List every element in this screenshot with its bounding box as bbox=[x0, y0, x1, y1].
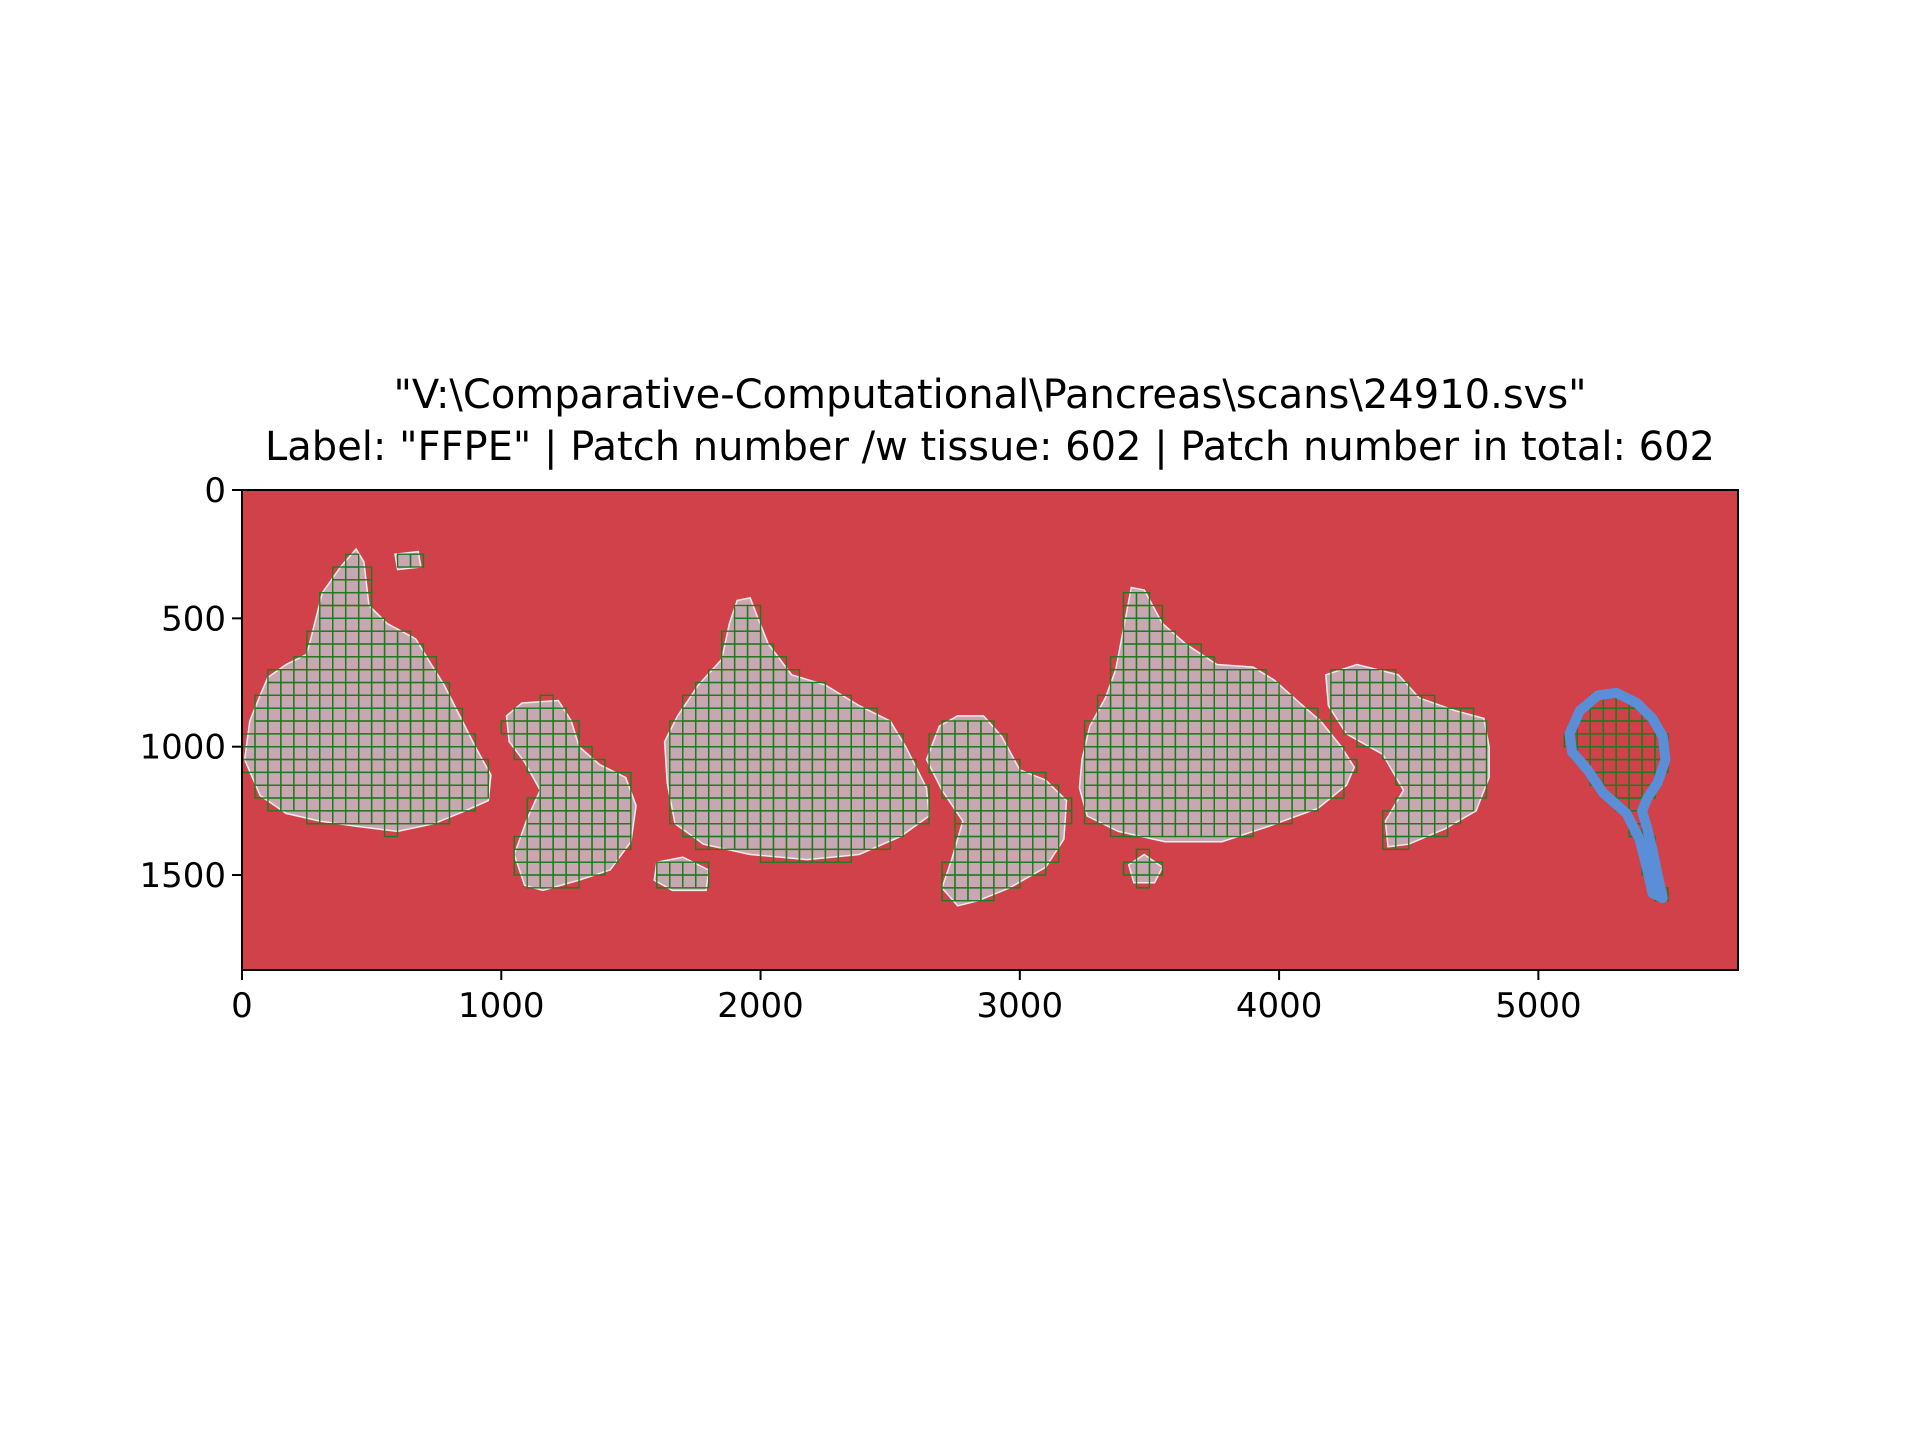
y-tick-label: 1000 bbox=[139, 728, 226, 768]
patch-cell bbox=[461, 797, 477, 812]
chart-title-line-1: "V:\Comparative-Computational\Pancreas\s… bbox=[393, 372, 1586, 418]
tissue-section-3 bbox=[663, 596, 930, 861]
patch-grid-layer bbox=[242, 553, 1669, 902]
patch-cell bbox=[1278, 810, 1293, 825]
x-tick-label: 3000 bbox=[977, 986, 1064, 1026]
marker-ink-loop bbox=[1564, 687, 1671, 904]
y-tick-label: 0 bbox=[204, 471, 226, 511]
x-tick-label: 0 bbox=[231, 986, 253, 1026]
patch-cell bbox=[474, 784, 489, 799]
patch-cell bbox=[1459, 797, 1475, 812]
chart-title-line-2: Label: "FFPE" | Patch number /w tissue: … bbox=[265, 424, 1715, 470]
patch-cell bbox=[1304, 797, 1319, 812]
patch-cell bbox=[1395, 835, 1410, 851]
x-tick-label: 5000 bbox=[1495, 986, 1582, 1026]
patch-cell bbox=[915, 810, 930, 825]
patch-cell bbox=[591, 861, 606, 876]
patch-cell bbox=[565, 874, 580, 889]
patch-cell bbox=[889, 823, 904, 838]
patch-cell bbox=[837, 848, 852, 863]
patch-cell bbox=[695, 874, 710, 889]
patch-cell bbox=[1148, 861, 1164, 876]
patch-cell bbox=[1044, 848, 1060, 863]
patch-cell bbox=[409, 553, 425, 568]
patch-cell bbox=[1239, 823, 1254, 838]
patch-cell bbox=[1032, 861, 1047, 876]
x-tick-label: 1000 bbox=[458, 986, 545, 1026]
patch-cell bbox=[435, 810, 451, 825]
patch-cell bbox=[1006, 874, 1021, 889]
marker-layer bbox=[1564, 687, 1671, 904]
patch-cell bbox=[1446, 810, 1462, 825]
patch-cell bbox=[383, 823, 399, 838]
patch-cell bbox=[980, 887, 995, 902]
patch-cell bbox=[1343, 758, 1358, 774]
y-tick-label: 500 bbox=[161, 599, 226, 639]
patch-cell bbox=[1472, 784, 1488, 799]
x-tick-label: 2000 bbox=[717, 986, 804, 1026]
patch-cell bbox=[876, 835, 891, 851]
patch-cell bbox=[1135, 874, 1151, 889]
patch-cell bbox=[1433, 823, 1449, 838]
patch-cell bbox=[617, 835, 632, 851]
x-axis: 0 1000 2000 3000 4000 5000 bbox=[231, 970, 1582, 1026]
patch-cell bbox=[604, 848, 619, 863]
patch-cell bbox=[1057, 810, 1073, 825]
x-tick-label: 4000 bbox=[1236, 986, 1323, 1026]
patch-cell bbox=[1330, 784, 1345, 799]
y-tick-label: 1500 bbox=[139, 856, 226, 896]
axes-frame bbox=[241, 489, 1739, 971]
plot-area bbox=[241, 489, 1739, 971]
y-axis: 0 500 1000 1500 bbox=[139, 471, 242, 896]
